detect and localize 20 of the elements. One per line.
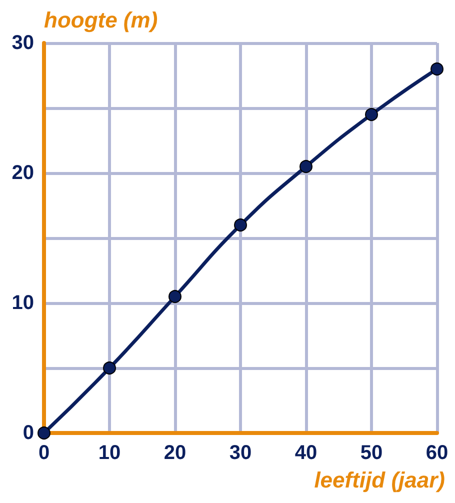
x-axis-title: leeftijd (jaar) <box>314 468 445 492</box>
x-tick-label: 20 <box>164 442 186 464</box>
y-axis-title: hoogte (m) <box>44 8 158 32</box>
y-tick-label: 0 <box>22 422 34 444</box>
x-tick-label: 0 <box>38 442 50 464</box>
x-tick-label: 40 <box>294 442 318 464</box>
point <box>103 362 116 374</box>
x-tick-label: 30 <box>229 442 252 464</box>
point <box>234 218 247 232</box>
x-tick-label: 60 <box>426 442 448 464</box>
y-tick-label: 20 <box>12 162 34 184</box>
y-tick-label: 10 <box>12 292 34 314</box>
x-tick-label: 50 <box>360 442 383 464</box>
x-tick-label: 10 <box>98 442 121 464</box>
point <box>168 290 182 303</box>
y-tick-label: 30 <box>12 32 34 54</box>
point <box>300 160 312 173</box>
point <box>38 426 50 440</box>
point <box>430 62 444 76</box>
point <box>365 108 378 121</box>
